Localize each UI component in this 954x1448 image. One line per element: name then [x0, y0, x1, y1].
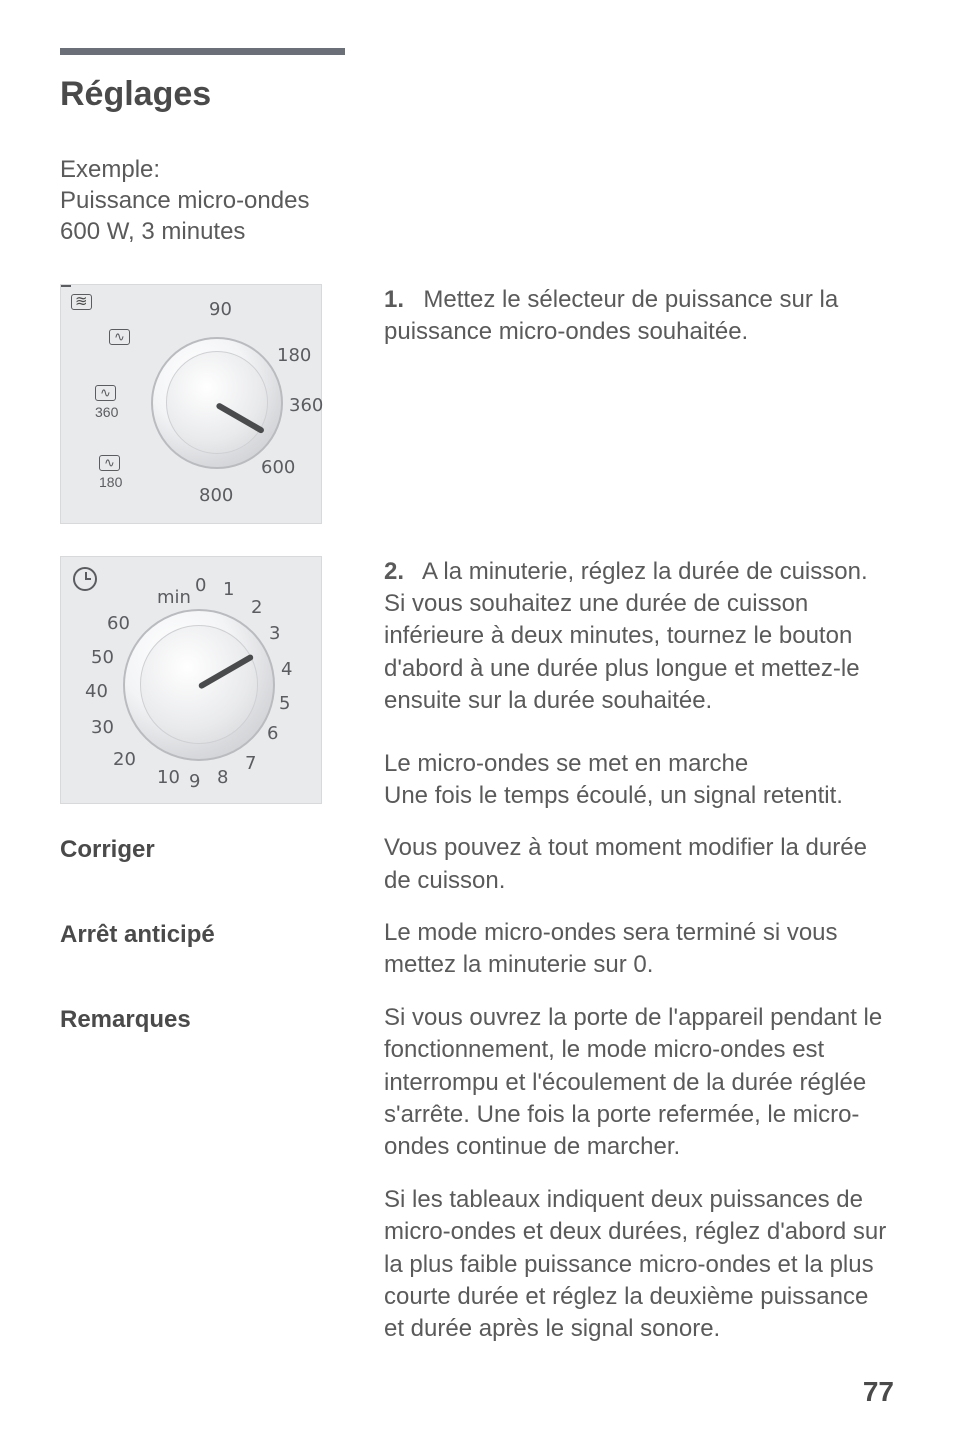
timer-tick-50: 50 — [91, 647, 114, 668]
power-dial-panel: ≋ 90 180 360 600 800 ∿360 ∿180 ∿ — [60, 284, 322, 524]
header-rule — [60, 48, 345, 55]
timer-tick-0: 0 — [195, 575, 206, 596]
microwave-icon-sub: 360 — [95, 404, 118, 420]
timer-tick-3: 3 — [269, 623, 280, 644]
timer-tick-10: 10 — [157, 767, 180, 788]
timer-tick-30: 30 — [91, 717, 114, 738]
text-remarques-2: Si les tableaux indiquent deux puissance… — [384, 1184, 894, 1346]
microwave-icon: ∿180 — [99, 451, 122, 490]
timer-tick-2: 2 — [251, 597, 262, 618]
microwave-icon: ∿360 — [95, 381, 118, 420]
power-tick-600: 600 — [261, 457, 295, 478]
step-2-number: 2. — [384, 558, 404, 585]
clock-icon — [73, 567, 97, 591]
text-corriger: Vous pouvez à tout moment modifier la du… — [384, 832, 894, 897]
text-arret: Le mode micro-ondes sera terminé si vous… — [384, 917, 894, 982]
timer-tick-8: 8 — [217, 767, 228, 788]
microwave-icon: ∿ — [109, 325, 130, 346]
page-number: 77 — [0, 1346, 954, 1448]
timer-tick-5: 5 — [279, 693, 290, 714]
timer-tick-4: 4 — [281, 659, 292, 680]
step-2: 2. A la minuterie, réglez la durée de cu… — [384, 556, 894, 718]
step-2-text: A la minuterie, réglez la durée de cuiss… — [384, 558, 868, 715]
power-tick-800: 800 — [199, 485, 233, 506]
text-remarques-1: Si vous ouvrez la porte de l'appareil pe… — [384, 1002, 894, 1164]
timer-tick-40: 40 — [85, 681, 108, 702]
microwave-icon-sub: 180 — [99, 474, 122, 490]
label-corriger: Corriger — [60, 836, 360, 864]
timer-tick-9: 9 — [189, 771, 200, 792]
grill-icon: ≋ — [71, 293, 92, 311]
timer-dial[interactable] — [123, 609, 275, 761]
power-tick-90: 90 — [209, 299, 232, 320]
timer-tick-6: 6 — [267, 723, 278, 744]
timer-tick-7: 7 — [245, 753, 256, 774]
step-1: 1. Mettez le sélecteur de puissance sur … — [384, 284, 894, 349]
timer-dial-panel: min01234 56789 10 20 30 40 50 60 — [60, 556, 322, 804]
timer-tick-1: 1 — [223, 579, 234, 600]
intro-line-2: Puissance micro-ondes — [60, 187, 309, 214]
step-1-number: 1. — [384, 286, 404, 313]
power-dial[interactable] — [151, 337, 283, 469]
step-2-result: Le micro-ondes se met en marche Une fois… — [384, 748, 894, 813]
intro-line-3: 600 W, 3 minutes — [60, 218, 245, 245]
timer-unit-label: min — [157, 587, 191, 608]
intro-text: Exemple: Puissance micro-ondes 600 W, 3 … — [60, 154, 894, 248]
label-arret: Arrêt anticipé — [60, 921, 360, 949]
label-remarques: Remarques — [60, 1006, 360, 1034]
step-1-text: Mettez le sélecteur de puissance sur la … — [384, 286, 838, 345]
page-title: Réglages — [60, 75, 894, 114]
power-tick-180: 180 — [277, 345, 311, 366]
timer-tick-60: 60 — [107, 613, 130, 634]
power-tick-360: 360 — [289, 395, 323, 416]
intro-line-1: Exemple: — [60, 156, 160, 183]
timer-tick-20: 20 — [113, 749, 136, 770]
